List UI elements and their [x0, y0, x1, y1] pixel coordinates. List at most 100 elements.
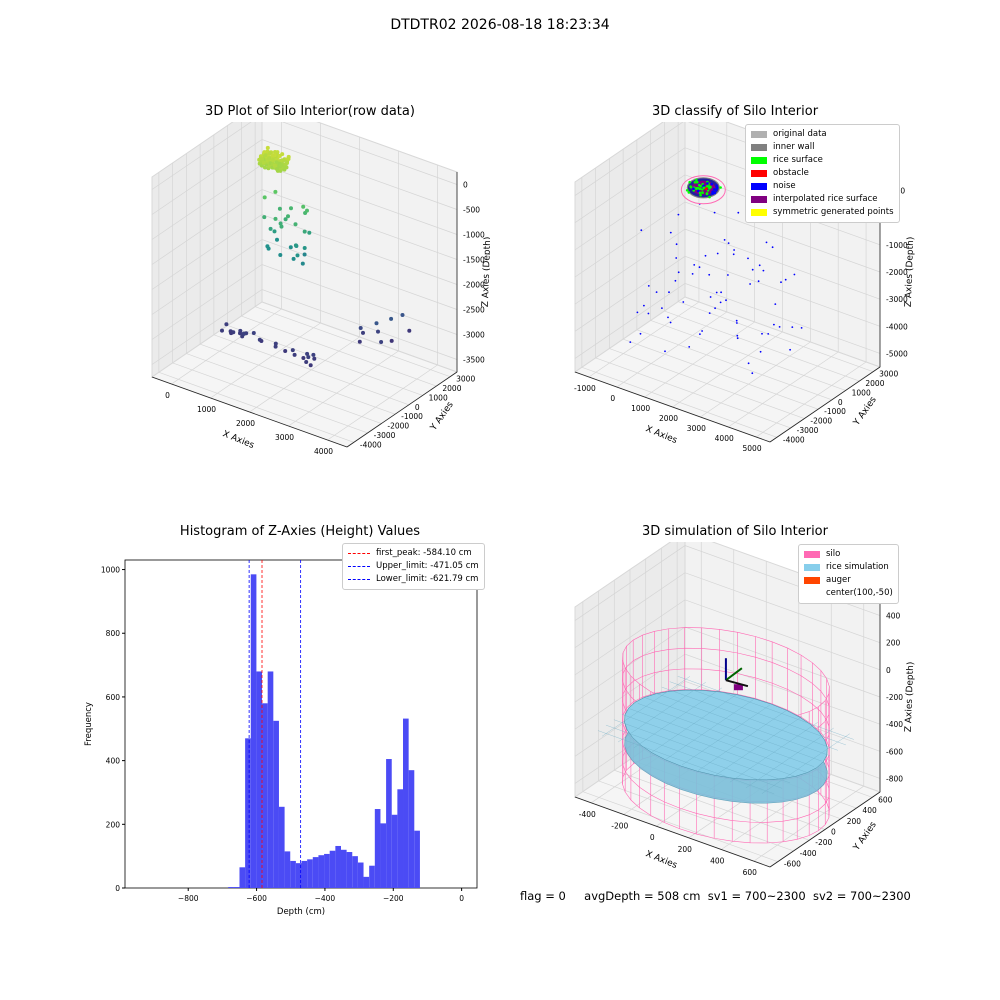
hist-xtick-label: −600 [246, 894, 267, 903]
raw-point [273, 189, 278, 194]
noise-point [767, 333, 770, 335]
raw-point [289, 206, 293, 211]
raw-point [282, 165, 287, 170]
raw-x-axis-line [151, 376, 348, 448]
raw-ztick-label: -1500 [463, 256, 485, 265]
rice-mesh-line [637, 703, 815, 767]
legend-swatch [751, 144, 767, 151]
noise-point [737, 211, 740, 214]
raw-point [292, 352, 297, 357]
raw-ztick-label: -2000 [463, 281, 485, 290]
noise-point [677, 271, 680, 274]
hist-bar [312, 857, 319, 888]
hist-bar [290, 860, 296, 888]
sim-y-axis-line [769, 791, 881, 868]
raw-ygrid [158, 172, 354, 443]
cls-ytick-label: -2000 [810, 417, 832, 426]
classify-3d-plot[interactable]: -1000010002000300040005000-4000-3000-200… [555, 122, 915, 492]
raw-point [279, 224, 284, 229]
histogram-legend-item: Upper_limit: -471.05 cm [348, 560, 479, 573]
legend-label: inner wall [773, 142, 815, 152]
noise-point [636, 311, 639, 314]
noise-point [736, 334, 739, 337]
rice-surface-point [695, 180, 699, 184]
cls-xgrid [728, 162, 839, 428]
cls-ygrid [636, 139, 832, 401]
hist-bar [245, 738, 251, 888]
sim-ytick-label: 0 [831, 828, 836, 837]
raw-3d-plot[interactable]: 01000200030004000-4000-3000-2000-1000010… [130, 122, 490, 492]
hist-bar [357, 862, 364, 888]
noise-point [732, 253, 735, 256]
raw-point [400, 313, 405, 317]
raw-point [242, 331, 247, 336]
classify-legend-item: inner wall [751, 141, 894, 154]
cls-xtick-label: 5000 [743, 444, 762, 453]
classify-legend-item: symmetric generated points [751, 206, 894, 219]
sim-zgrid [574, 653, 881, 730]
raw-ytick-label: -1000 [401, 412, 423, 421]
rice-mesh-line [677, 676, 854, 740]
noise-point [778, 326, 781, 328]
raw-point [278, 221, 283, 226]
noise-point [747, 257, 749, 260]
sim-xgrid [721, 584, 832, 850]
noise-point [800, 327, 803, 329]
rice-mesh-line [645, 697, 823, 762]
sim-ztick-label: -400 [886, 720, 903, 729]
raw-zgrid [151, 189, 458, 265]
rice-mesh-line [661, 686, 838, 751]
raw-ylabel: Y Axies [428, 400, 456, 433]
classify-legend-item: interpolated rice surface [751, 193, 894, 206]
cls-ytick-label: 2000 [865, 379, 884, 388]
raw-ztick-label: -3500 [463, 356, 485, 365]
raw-xtick-label: 4000 [314, 447, 333, 456]
raw-point [281, 158, 286, 163]
sim-x-axis-line [574, 796, 771, 868]
legend-swatch [751, 131, 767, 138]
sv1-text: sv1 = 700~2300 [707, 889, 806, 903]
raw-point [273, 216, 278, 221]
rice-surface-point [708, 195, 711, 199]
raw-xgrid [171, 122, 282, 385]
noise-point [698, 266, 701, 269]
hist-bar [374, 809, 381, 888]
simulation-3d-plot[interactable]: -400-2000200400600-600-400-2000200400600… [555, 542, 915, 892]
rice-surface-point [706, 182, 709, 185]
raw-point [271, 158, 275, 163]
raw-point [231, 330, 236, 335]
hist-bar [307, 859, 313, 888]
noise-point [762, 269, 765, 272]
cls-xtick-label: 2000 [659, 414, 678, 423]
raw-point [267, 156, 272, 161]
rice-surface-point [702, 186, 705, 190]
noise-point [667, 316, 669, 319]
sim-ytick-label: 400 [862, 806, 877, 815]
raw-point [295, 253, 300, 258]
hist-bar [329, 850, 336, 888]
sim-ytick-label: -200 [815, 838, 832, 847]
legend-label: auger [826, 575, 851, 585]
center-y-arrow [725, 667, 743, 682]
classify-legend-item: noise [751, 180, 894, 193]
noise-point [647, 312, 650, 315]
raw-point [220, 328, 224, 333]
sim-xlabel: X Axies [644, 849, 679, 871]
raw-point [279, 163, 283, 168]
sim-ztick-label: -600 [886, 747, 903, 756]
histogram-chart[interactable]: −800 −600 −400 −200 0 0 200 400 600 800 1000 Depth … [80, 538, 490, 918]
rice-surface-point [715, 184, 718, 187]
simulation-legend-item: auger [804, 574, 893, 587]
raw-ztick-label: 0 [463, 181, 468, 190]
obstacle-point [704, 187, 708, 191]
noise-point [716, 252, 719, 255]
raw-point [283, 349, 288, 353]
legend-label: original data [773, 129, 827, 139]
noise-point [647, 285, 650, 287]
rice-surface-point [705, 192, 709, 195]
raw-point [270, 153, 275, 158]
hist-bar [340, 849, 347, 888]
rice-surface-point [708, 185, 711, 189]
rice-surface-point [688, 180, 691, 184]
raw-point [261, 160, 266, 165]
